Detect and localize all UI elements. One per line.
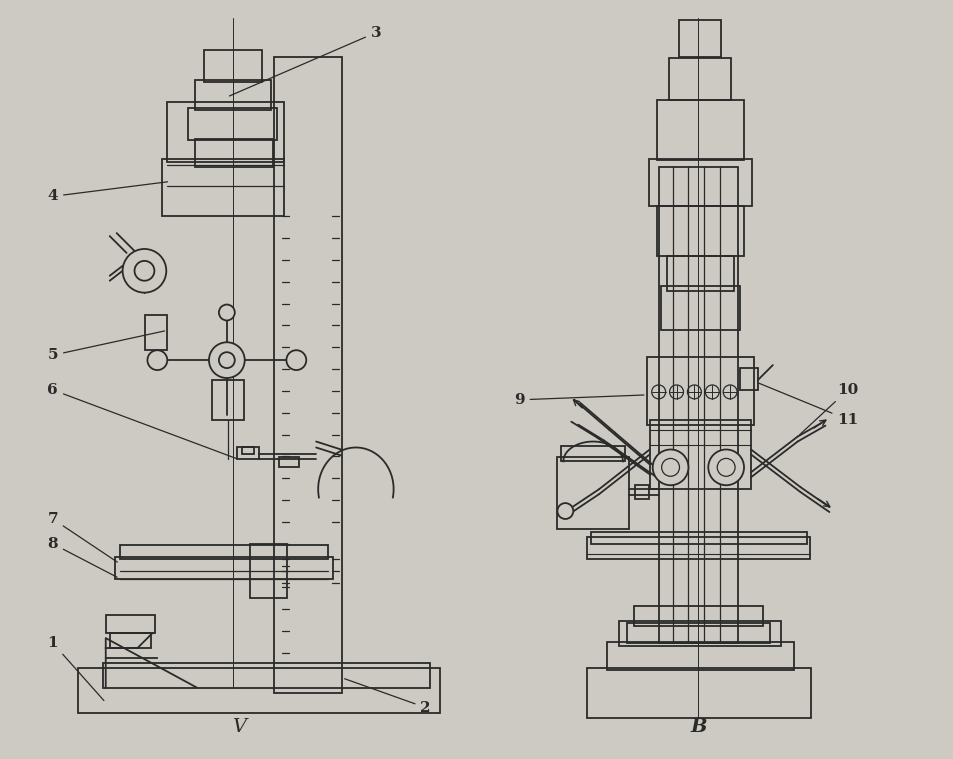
Bar: [678, 20, 720, 58]
Bar: [618, 621, 780, 646]
Bar: [658, 166, 738, 643]
Circle shape: [218, 304, 234, 320]
Bar: [646, 357, 753, 425]
Text: 1: 1: [48, 636, 104, 701]
Bar: [656, 206, 743, 256]
Bar: [212, 380, 243, 420]
Bar: [145, 316, 167, 350]
Text: 8: 8: [48, 537, 117, 578]
Bar: [162, 159, 284, 216]
Circle shape: [707, 449, 743, 485]
Bar: [560, 446, 624, 461]
Bar: [587, 668, 810, 717]
Bar: [668, 58, 730, 100]
Bar: [114, 556, 333, 578]
Text: 6: 6: [48, 383, 236, 458]
Text: 4: 4: [48, 182, 168, 203]
Bar: [204, 50, 261, 82]
Bar: [119, 545, 328, 559]
Bar: [634, 485, 648, 499]
Bar: [649, 420, 750, 490]
Text: V: V: [232, 719, 246, 736]
Bar: [236, 448, 258, 459]
Text: 10: 10: [799, 383, 858, 435]
Text: 11: 11: [758, 383, 858, 427]
Bar: [279, 458, 299, 468]
Circle shape: [148, 350, 167, 370]
Circle shape: [557, 503, 573, 519]
Circle shape: [286, 350, 306, 370]
Circle shape: [652, 449, 688, 485]
Circle shape: [123, 249, 166, 293]
Bar: [648, 159, 751, 206]
Text: 7: 7: [48, 512, 117, 562]
Text: 9: 9: [514, 393, 643, 407]
Bar: [591, 532, 805, 543]
Bar: [740, 368, 757, 390]
Bar: [241, 446, 253, 455]
Text: 5: 5: [48, 331, 165, 362]
Bar: [106, 616, 155, 633]
Bar: [250, 543, 287, 598]
Circle shape: [209, 342, 245, 378]
Text: 2: 2: [344, 679, 431, 714]
Bar: [194, 80, 271, 110]
Text: B: B: [689, 719, 706, 736]
Bar: [660, 285, 740, 330]
Bar: [666, 256, 734, 291]
Bar: [656, 100, 743, 159]
Bar: [110, 633, 152, 648]
Bar: [633, 606, 762, 626]
Bar: [78, 668, 439, 713]
Bar: [188, 108, 277, 140]
Bar: [626, 623, 769, 643]
Bar: [606, 642, 793, 670]
Bar: [274, 58, 341, 693]
Bar: [587, 537, 809, 559]
Text: 3: 3: [229, 26, 381, 96]
Bar: [557, 458, 628, 529]
Bar: [167, 102, 284, 162]
Bar: [194, 139, 273, 166]
Bar: [103, 663, 430, 688]
